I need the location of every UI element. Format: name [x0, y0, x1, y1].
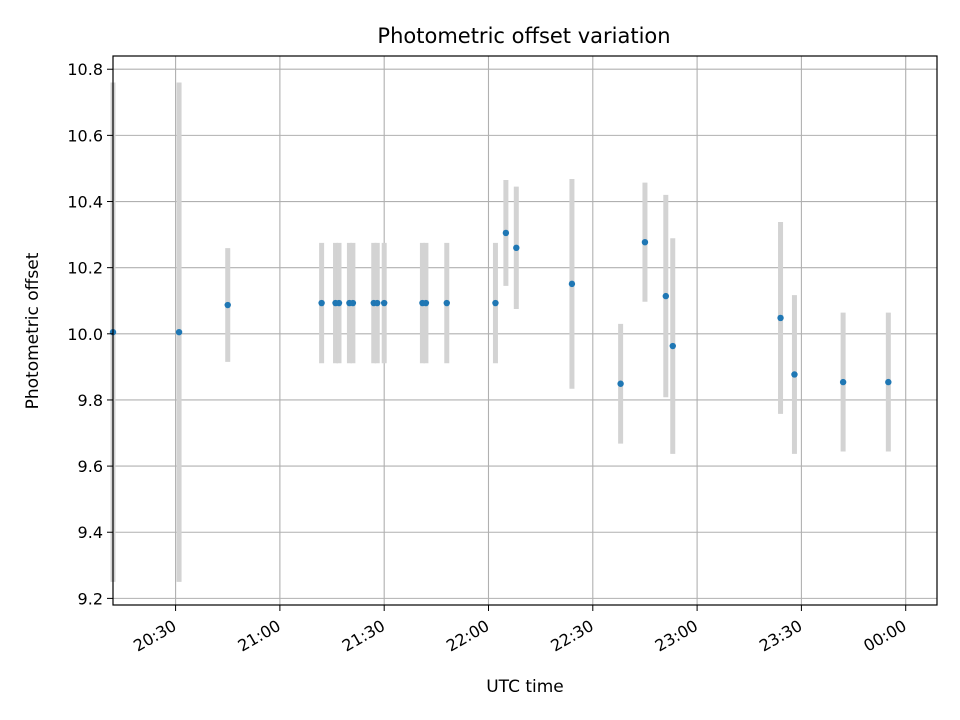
data-point: [318, 299, 325, 307]
y-axis-ticks: 9.2 9.4 9.6 9.8 10.0 10.2 10.4 10.6 10.8: [67, 60, 113, 608]
data-point: [669, 342, 676, 350]
data-point: [839, 378, 847, 386]
y-tick-label: 10.6: [67, 126, 103, 145]
data-point: [349, 299, 357, 307]
data-point: [791, 371, 798, 378]
chart-title: Photometric offset variation: [377, 24, 670, 48]
data-point: [380, 299, 388, 307]
y-tick-label: 10.8: [67, 60, 103, 79]
data-point: [374, 299, 381, 307]
y-axis-label: Photometric offset: [23, 252, 43, 409]
y-tick-label: 10.0: [67, 325, 103, 344]
plot-frame: [112, 55, 938, 606]
data-point: [777, 314, 784, 322]
data-point: [335, 299, 343, 307]
y-tick-label: 9.8: [78, 391, 103, 410]
data-point: [617, 380, 624, 387]
data-point: [224, 301, 231, 309]
data-point: [513, 244, 520, 252]
data-point: [492, 299, 499, 307]
data-point: [502, 229, 510, 237]
y-tick-label: 9.4: [78, 523, 103, 542]
data-point: [662, 292, 670, 300]
grid: [113, 56, 937, 605]
data-point: [422, 299, 430, 307]
data-point: [568, 280, 576, 288]
data-point: [175, 328, 183, 336]
data-point: [885, 378, 892, 386]
y-tick-label: 9.6: [78, 457, 103, 476]
y-tick-label: 9.2: [78, 589, 103, 608]
data-point: [641, 238, 649, 246]
y-tick-label: 10.2: [67, 259, 103, 278]
data-point: [443, 299, 450, 307]
y-tick-label: 10.4: [67, 193, 103, 212]
x-axis-label: UTC time: [486, 677, 564, 697]
data-points: [109, 229, 892, 387]
